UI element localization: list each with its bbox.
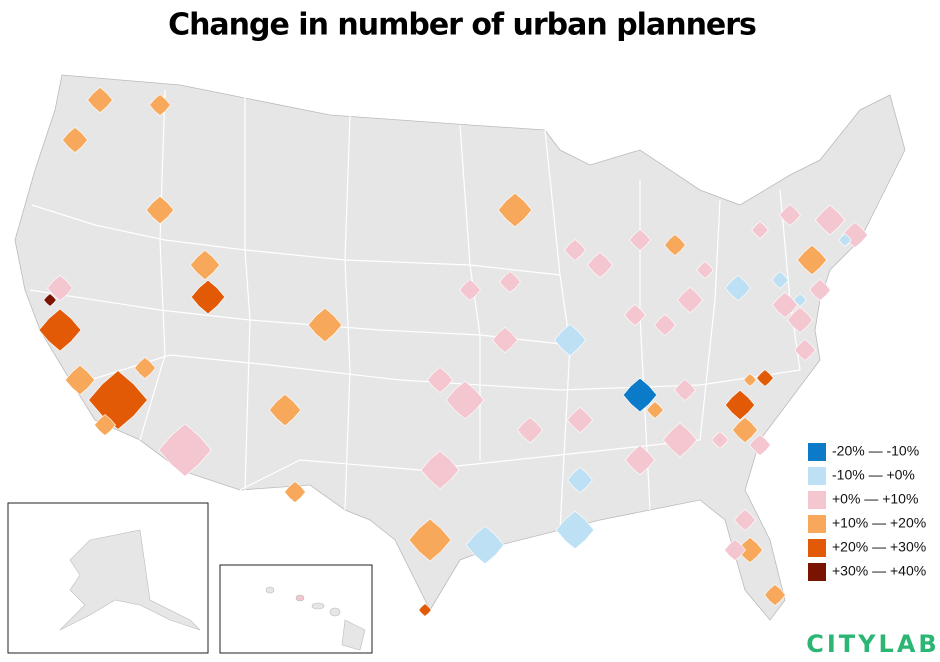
metro-area bbox=[47, 275, 73, 301]
legend-swatch bbox=[808, 563, 826, 581]
metro-area bbox=[814, 204, 846, 236]
metro-area bbox=[268, 393, 302, 427]
metro-area bbox=[793, 293, 807, 307]
metro-area bbox=[567, 407, 593, 433]
us-map bbox=[14, 74, 906, 621]
lower-48 bbox=[14, 74, 906, 621]
metro-area bbox=[134, 357, 156, 379]
metro-area bbox=[307, 307, 343, 343]
metro-area bbox=[787, 307, 813, 333]
metro-area bbox=[94, 414, 116, 436]
metro-area bbox=[284, 481, 306, 503]
metro-area bbox=[794, 339, 816, 361]
hawaii bbox=[265, 586, 366, 651]
metro-area bbox=[553, 323, 587, 357]
metro-area bbox=[497, 192, 533, 228]
metro-area bbox=[654, 314, 676, 336]
metro-area bbox=[622, 377, 658, 413]
metro-area bbox=[564, 239, 586, 261]
metro-area bbox=[664, 234, 686, 256]
metro-area bbox=[725, 275, 751, 301]
metro-area bbox=[751, 221, 769, 239]
metro-area bbox=[724, 539, 746, 561]
metro-area bbox=[459, 279, 481, 301]
legend-label: +10% — +20% bbox=[832, 515, 926, 531]
legend-swatch bbox=[808, 467, 826, 485]
metro-area bbox=[772, 292, 798, 318]
metro-area bbox=[38, 308, 82, 352]
legend-swatch bbox=[808, 539, 826, 557]
legend-swatch bbox=[808, 515, 826, 533]
metro-area bbox=[732, 417, 758, 443]
metro-area bbox=[838, 233, 852, 247]
metro-area bbox=[492, 327, 518, 353]
metro-area bbox=[624, 304, 646, 326]
metro-area bbox=[711, 431, 729, 449]
legend-label: +20% — +30% bbox=[832, 539, 926, 555]
metro-area bbox=[771, 271, 789, 289]
legend-label: +30% — +40% bbox=[832, 563, 926, 579]
metro-area bbox=[764, 584, 786, 606]
metro-area bbox=[465, 525, 505, 565]
legend-label: -10% — +0% bbox=[832, 467, 915, 483]
metro-area bbox=[677, 287, 703, 313]
legend: -20% — -10% -10% — +0% +0% — +10% +10% — +2… bbox=[808, 443, 926, 581]
metro-area bbox=[555, 510, 595, 550]
metro-area bbox=[696, 261, 714, 279]
metro-area bbox=[88, 370, 148, 430]
metro-area bbox=[779, 204, 801, 226]
brand-logo: CITYLAB bbox=[806, 630, 939, 658]
metro-area bbox=[62, 127, 88, 153]
metro-area bbox=[149, 94, 171, 116]
metro-area bbox=[629, 229, 651, 251]
metro-area bbox=[158, 423, 212, 477]
metro-area bbox=[734, 509, 756, 531]
metro-areas bbox=[38, 87, 868, 617]
metro-area bbox=[743, 373, 757, 387]
metro-area bbox=[646, 401, 664, 419]
metro-area bbox=[418, 603, 432, 617]
legend-label: -20% — -10% bbox=[832, 443, 919, 459]
metro-area bbox=[587, 252, 613, 278]
metro-area bbox=[408, 518, 452, 562]
metro-area bbox=[43, 293, 57, 307]
metro-area bbox=[809, 279, 831, 301]
metro-area bbox=[420, 450, 460, 490]
legend-label: +0% — +10% bbox=[832, 491, 918, 507]
metro-area bbox=[756, 369, 774, 387]
metro-area bbox=[749, 434, 771, 456]
metro-area bbox=[445, 380, 485, 420]
metro-area bbox=[674, 379, 696, 401]
metro-area bbox=[567, 467, 593, 493]
metro-area bbox=[189, 249, 221, 281]
metro-area bbox=[796, 244, 828, 276]
metro-area bbox=[427, 367, 453, 393]
metro-area bbox=[64, 364, 96, 396]
metro-area bbox=[190, 279, 226, 315]
metro-area bbox=[662, 422, 698, 458]
legend-swatch bbox=[808, 443, 826, 461]
alaska bbox=[59, 529, 201, 631]
metro-area bbox=[145, 195, 175, 225]
metro-area bbox=[87, 87, 113, 113]
legend-swatch bbox=[808, 491, 826, 509]
metro-area bbox=[499, 271, 521, 293]
map-title: Change in number of urban planners bbox=[168, 8, 756, 43]
metro-area bbox=[517, 417, 543, 443]
metro-area bbox=[724, 389, 756, 421]
metro-area bbox=[624, 444, 656, 476]
